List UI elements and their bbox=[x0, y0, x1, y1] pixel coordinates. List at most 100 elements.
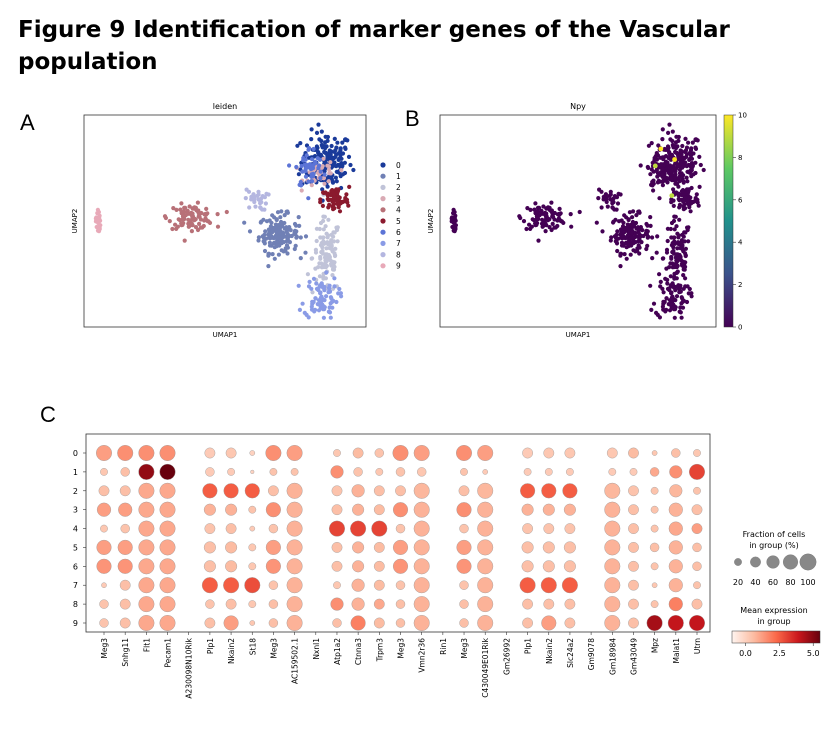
npy-point bbox=[645, 223, 650, 228]
dot-group-3-gene-Nkain2 bbox=[542, 503, 555, 516]
dot-group-1-gene-Vmn2r36 bbox=[417, 467, 427, 477]
leiden-point-cluster-1 bbox=[293, 223, 299, 228]
leiden-point-cluster-7 bbox=[329, 296, 334, 301]
gene-label: Meg3 bbox=[397, 638, 406, 659]
dot-group-1-gene-Meg3 bbox=[269, 468, 278, 476]
npy-point bbox=[670, 165, 676, 170]
dot-group-8-gene-AC159502.1 bbox=[286, 596, 303, 613]
npy-point bbox=[676, 175, 682, 180]
leiden-legend-swatch bbox=[380, 218, 386, 224]
npy-point bbox=[629, 230, 634, 235]
dot-group-1-gene-Nkain2 bbox=[544, 468, 553, 476]
npy-colorbar-tick-label: 4 bbox=[738, 239, 743, 247]
leiden-point-cluster-9 bbox=[95, 211, 100, 216]
npy-point bbox=[679, 149, 684, 154]
leiden-point-cluster-8 bbox=[244, 187, 249, 192]
npy-point bbox=[633, 249, 638, 254]
npy-point bbox=[637, 237, 642, 242]
dot-group-0-gene-Ctnna3 bbox=[352, 447, 364, 459]
dot-group-5-gene-Flt1 bbox=[138, 539, 155, 556]
gene-label: Nkain2 bbox=[227, 638, 236, 664]
leiden-point-cluster-0 bbox=[342, 160, 347, 165]
npy-point bbox=[651, 169, 656, 174]
leiden-point-cluster-0 bbox=[309, 127, 314, 132]
panel-label-c: C bbox=[40, 402, 56, 427]
npy-point bbox=[683, 195, 688, 200]
npy-point bbox=[648, 283, 653, 288]
dot-group-5-gene-Meg3 bbox=[456, 539, 472, 555]
leiden-point-cluster-4 bbox=[180, 214, 186, 219]
dot-group-9-gene-Nkain2 bbox=[223, 615, 239, 631]
leiden-point-cluster-5 bbox=[347, 184, 352, 189]
dot-group-3-gene-AC159502.1 bbox=[286, 501, 303, 518]
npy-point bbox=[672, 214, 677, 219]
dot-group-3-gene-Nkain2 bbox=[225, 503, 238, 516]
dot-group-9-gene-Flt1 bbox=[138, 615, 155, 631]
npy-point bbox=[528, 207, 533, 212]
leiden-point-cluster-4 bbox=[215, 212, 220, 217]
npy-colorbar-tick-label: 8 bbox=[738, 154, 742, 162]
dot-group-8-gene-Pecam1 bbox=[159, 596, 176, 613]
dot-group-5-gene-AC159502.1 bbox=[286, 539, 303, 556]
dot-group-6-gene-Trpm3 bbox=[373, 560, 385, 572]
dot-group-4-gene-St18 bbox=[249, 525, 256, 532]
group-label: 1 bbox=[73, 468, 78, 477]
npy-point bbox=[610, 205, 615, 210]
leiden-point-cluster-0 bbox=[340, 140, 345, 145]
leiden-point-cluster-7 bbox=[319, 281, 324, 286]
npy-point bbox=[686, 201, 691, 207]
expression-colorbar-tick-label: 5.0 bbox=[807, 649, 820, 658]
npy-point bbox=[650, 256, 655, 261]
leiden-point-cluster-5 bbox=[325, 196, 330, 202]
leiden-point-cluster-3 bbox=[325, 163, 330, 168]
npy-point bbox=[674, 150, 679, 155]
npy-point bbox=[557, 212, 562, 217]
leiden-point-cluster-6 bbox=[303, 166, 308, 171]
dot-group-6-gene-Meg3 bbox=[265, 558, 281, 574]
npy-colorbar-ticks: 0 2 4 6 8 10 bbox=[733, 112, 747, 332]
npy-point bbox=[657, 196, 662, 201]
leiden-point-cluster-4 bbox=[189, 229, 194, 234]
leiden-point-cluster-4 bbox=[186, 211, 191, 216]
dotplot-dots bbox=[96, 445, 705, 631]
leiden-point-cluster-7 bbox=[327, 283, 332, 288]
group-label: 3 bbox=[73, 506, 78, 515]
dot-group-8-gene-Mpz bbox=[650, 600, 659, 608]
leiden-point-cluster-8 bbox=[252, 199, 257, 205]
dot-group-3-gene-Vmn2r36 bbox=[413, 501, 430, 518]
leiden-point-cluster-1 bbox=[260, 234, 265, 239]
leiden-point-cluster-1 bbox=[303, 250, 308, 255]
dot-group-1-gene-Plp1 bbox=[205, 467, 215, 477]
leiden-point-cluster-5 bbox=[335, 189, 340, 194]
leiden-point-cluster-7 bbox=[320, 296, 325, 301]
npy-point bbox=[601, 194, 606, 199]
leiden-point-cluster-8 bbox=[259, 200, 264, 205]
npy-point bbox=[672, 235, 677, 240]
dot-group-2-gene-Trpm3 bbox=[373, 485, 385, 497]
npy-point bbox=[675, 270, 680, 275]
leiden-point-cluster-1 bbox=[287, 240, 292, 245]
dot-group-5-gene-Nkain2 bbox=[542, 541, 555, 554]
dot-group-5-gene-Snhg11 bbox=[117, 539, 133, 555]
leiden-point-cluster-5 bbox=[331, 207, 336, 212]
npy-point bbox=[667, 122, 672, 127]
npy-point bbox=[638, 163, 643, 168]
npy-point bbox=[667, 287, 672, 293]
npy-point bbox=[627, 210, 633, 215]
size-legend-label: 20 bbox=[733, 578, 743, 587]
leiden-point-cluster-0 bbox=[309, 137, 314, 142]
leiden-point-cluster-0 bbox=[335, 140, 340, 145]
npy-point bbox=[612, 234, 618, 239]
dot-group-3-gene-Plp1 bbox=[203, 503, 216, 516]
npy-point bbox=[657, 315, 663, 320]
leiden-point-cluster-1 bbox=[296, 215, 301, 220]
leiden-point-cluster-8 bbox=[247, 205, 252, 210]
npy-point bbox=[672, 227, 677, 232]
npy-point bbox=[679, 160, 684, 165]
leiden-point-cluster-0 bbox=[343, 137, 348, 142]
size-legend-label: 60 bbox=[768, 578, 778, 587]
gene-label: Flt1 bbox=[142, 638, 151, 652]
size-legend-title: Fraction of cells in group (%) bbox=[743, 530, 806, 550]
npy-point bbox=[673, 288, 678, 293]
npy-point bbox=[697, 184, 702, 189]
